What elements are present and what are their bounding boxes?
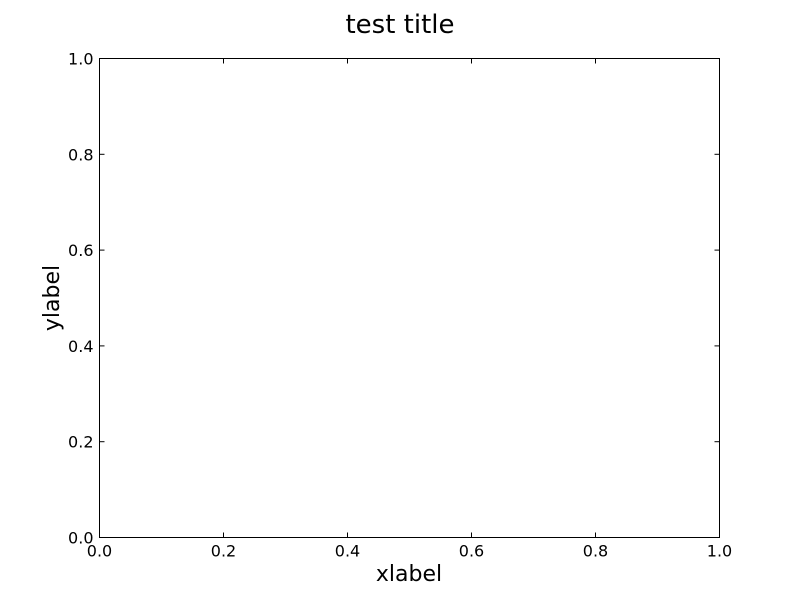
x-axis-label: xlabel	[376, 562, 442, 587]
y-tick-label: 1.0	[68, 50, 93, 69]
x-tick-label: 0.4	[335, 542, 360, 561]
y-tick-label: 0.4	[68, 337, 93, 356]
y-tick-label: 0.8	[68, 145, 93, 164]
y-tick-label: 0.2	[68, 433, 93, 452]
x-axis-ticks: 0.0 0.2 0.4 0.6 0.8 1.0	[87, 58, 732, 561]
y-axis-ticks: 0.0 0.2 0.4 0.6 0.8 1.0	[68, 50, 720, 548]
y-axis-label: ylabel	[40, 265, 65, 331]
chart-title: test title	[345, 10, 454, 40]
x-tick-label: 0.2	[211, 542, 236, 561]
plot-area	[99, 58, 720, 538]
x-tick-label: 0.0	[87, 542, 112, 561]
x-tick-label: 1.0	[707, 542, 732, 561]
x-tick-label: 0.6	[459, 542, 484, 561]
x-tick-label: 0.8	[583, 542, 608, 561]
y-tick-label: 0.6	[68, 241, 93, 260]
y-tick-label: 0.0	[68, 529, 93, 548]
